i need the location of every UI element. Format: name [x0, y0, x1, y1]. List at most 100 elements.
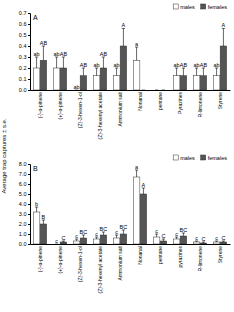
y-tick-label: 2.0: [19, 221, 27, 227]
x-tick-label: Ammonium salt: [117, 245, 123, 280]
bar: [40, 224, 46, 244]
x-tick-label: R-limonene: [197, 246, 203, 272]
bar: [180, 236, 186, 244]
bar: [173, 76, 179, 90]
bar: [180, 76, 186, 90]
y-tick-mark: [28, 194, 30, 195]
legend-swatch: [201, 4, 206, 9]
bar: [120, 46, 126, 90]
y-tick-mark: [28, 214, 30, 215]
y-tick-mark: [28, 234, 30, 235]
legend-label: females: [208, 155, 228, 161]
bar: [73, 90, 79, 91]
y-tick: 0.4: [19, 43, 30, 49]
x-tick-label: pentane: [157, 246, 163, 264]
legend-swatch: [173, 155, 178, 160]
y-axis: 0.00.10.20.30.40.50.60.7: [19, 10, 31, 93]
error-bar: [195, 68, 198, 76]
bar: [160, 90, 166, 91]
x-tick-label: (Z)-3-hexenyl acetate: [97, 92, 103, 140]
bar: [113, 76, 119, 90]
y-tick-mark: [28, 46, 30, 47]
bar: [73, 241, 79, 244]
y-tick: 7.0: [19, 171, 30, 177]
letter: ab: [194, 62, 200, 68]
error-bar: [55, 57, 58, 68]
bar: [33, 68, 39, 90]
y-tick-mark: [28, 68, 30, 69]
error-bar: [155, 90, 158, 91]
letters: bccccaccccBCBCBCBCACBCCC: [35, 164, 225, 244]
x-tick: (-)-α-pinene: [37, 90, 43, 118]
figure: 0.00.10.20.30.40.50.60.7(-)-α-pinene(+)-…: [0, 0, 234, 312]
x-tick-label: (-)-α-pinene: [37, 92, 43, 118]
y-tick-mark: [28, 35, 30, 36]
y-tick: 1.0: [19, 231, 30, 237]
error-bar: [222, 241, 225, 242]
panel: 0.00.10.20.30.40.50.60.7(-)-α-pinene(+)-…: [19, 10, 231, 139]
letter: ab: [174, 62, 180, 68]
bar: [100, 235, 106, 244]
y-tick: 8.0: [19, 161, 30, 167]
x-tick: (+)-α-pinene: [57, 244, 63, 274]
bar: [133, 60, 139, 90]
bar: [200, 243, 206, 244]
legend: females males: [173, 155, 227, 161]
y-tick-label: 0.0: [19, 87, 27, 93]
x-tick-label: Styrene: [217, 92, 223, 109]
y-axis-line: [28, 165, 31, 245]
y-tick-label: 5.0: [19, 191, 27, 197]
letter: AB: [100, 51, 108, 57]
x-tick-label: (-)-α-pinene: [37, 246, 43, 272]
letter: C: [221, 235, 225, 241]
error-bar: [215, 241, 218, 242]
y-tick-label: 1.0: [19, 231, 27, 237]
y-axis: 0.01.02.03.04.05.06.07.08.0: [19, 161, 31, 247]
letter: ab: [214, 62, 220, 68]
letter: AB: [60, 51, 68, 57]
bar: [53, 68, 59, 90]
bar: [113, 238, 119, 244]
x-tick-label: (Z)-3-hexen-1-ol: [77, 246, 83, 282]
legend-label: females: [208, 4, 228, 10]
y-tick-mark: [28, 184, 30, 185]
y-tick-mark: [28, 13, 30, 14]
bar: [40, 60, 46, 90]
error-bar: [62, 241, 65, 242]
legend-swatch: [201, 155, 206, 160]
letter: ab: [54, 51, 60, 57]
legend-swatch: [173, 4, 178, 9]
error-bar: [202, 68, 205, 76]
error-bar: [35, 57, 38, 68]
y-tick-label: 0.2: [19, 65, 27, 71]
letter: BC: [80, 229, 88, 235]
error-bar: [142, 188, 145, 194]
error-bar: [215, 68, 218, 76]
y-tick-label: 0.3: [19, 54, 27, 60]
error-bar: [182, 233, 185, 236]
x-tick: Ammonium salt: [117, 244, 123, 280]
x-tick-label: Nonanal: [137, 246, 143, 265]
x-tick: Styrene: [217, 244, 223, 263]
bar: [80, 238, 86, 244]
error-bar: [162, 90, 165, 91]
bar: [60, 242, 66, 244]
legend-label: males: [180, 155, 195, 161]
y-tick-label: 7.0: [19, 171, 27, 177]
letter: A: [222, 22, 226, 28]
bar: [160, 241, 166, 244]
x-tick-label: R-limonene: [197, 92, 203, 118]
letter: ab: [114, 62, 120, 68]
error-bar: [182, 68, 185, 76]
bar: [173, 239, 179, 244]
bar: [60, 68, 66, 90]
error-bar: [155, 234, 158, 237]
y-tick: 0.2: [19, 65, 30, 71]
bar: [220, 242, 226, 244]
letter: C: [161, 233, 165, 239]
letter: C: [201, 236, 205, 242]
bar: [193, 242, 199, 244]
x-tick: Nonanal: [137, 244, 143, 265]
y-tick-label: 4.0: [19, 201, 27, 207]
error-bar: [115, 68, 118, 76]
